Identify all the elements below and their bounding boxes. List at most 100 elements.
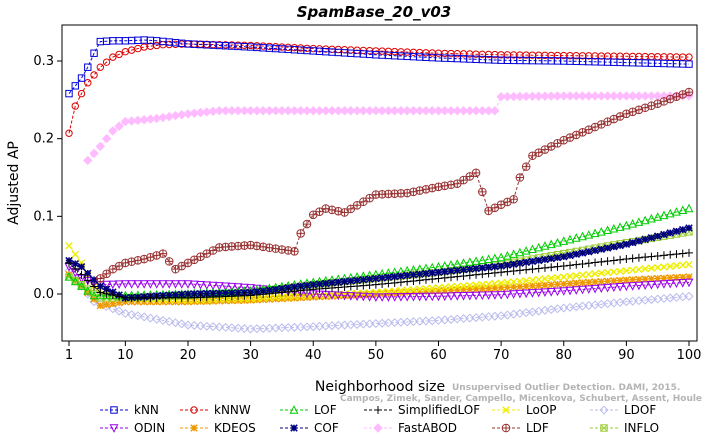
point-ldof	[189, 320, 199, 330]
point-odin	[427, 292, 437, 302]
point-kdeos	[572, 279, 580, 287]
point-fastabod	[108, 126, 118, 136]
point-lof	[540, 241, 550, 250]
point-simplifiedlof	[83, 276, 92, 285]
point-kdeos	[284, 294, 292, 303]
legend-item-knn: kNN	[100, 403, 159, 417]
point-simplifiedlof	[647, 252, 656, 261]
point-simplifiedlof	[634, 253, 643, 262]
point-cof	[84, 269, 92, 278]
point-knnw	[102, 58, 111, 66]
point-fastabod	[277, 105, 287, 116]
point-loop	[591, 270, 599, 278]
y-tick-label: 0.1	[33, 209, 54, 224]
legend-label-loop: LoOP	[526, 403, 557, 417]
point-kdeos	[578, 279, 587, 287]
point-kdeos	[591, 278, 599, 286]
point-kdeos	[553, 280, 562, 288]
point-cof	[102, 285, 111, 293]
point-fastabod	[245, 105, 256, 116]
legend-item-lof: LOF	[280, 403, 337, 417]
point-simplifiedlof	[77, 270, 86, 279]
point-kdeos	[328, 292, 336, 300]
point-fastabod	[214, 105, 225, 116]
point-simplifiedlof	[678, 249, 687, 258]
point-ldof	[327, 321, 337, 331]
point-odin	[189, 280, 199, 290]
point-lof	[484, 254, 494, 264]
point-cof	[528, 257, 537, 266]
point-cof	[328, 279, 336, 287]
point-odin	[158, 280, 168, 289]
legend-item-inflo: INFLO	[590, 421, 659, 434]
point-cof	[453, 266, 462, 275]
point-odin	[114, 280, 124, 289]
point-simplifiedlof	[666, 250, 675, 259]
point-odin	[396, 293, 406, 302]
citation-line-1: Campos, Zimek, Sander, Campello, Micenko…	[340, 394, 702, 404]
point-lof	[83, 286, 93, 295]
point-odin	[183, 280, 193, 289]
point-odin	[221, 282, 230, 292]
point-cof	[409, 270, 418, 279]
point-cof	[322, 279, 330, 288]
point-odin	[120, 280, 130, 289]
point-fastabod	[352, 105, 362, 116]
point-lof	[534, 242, 544, 252]
point-ldf	[678, 90, 688, 99]
point-ldof	[108, 304, 118, 314]
legend-marker-simplifiedlof	[374, 406, 382, 414]
point-odin	[553, 287, 562, 297]
point-ldf	[96, 274, 105, 283]
legend-label-knnw: kNNW	[214, 403, 251, 417]
point-fastabod	[383, 105, 394, 116]
point-kdeos	[610, 277, 618, 285]
point-ldof	[408, 317, 418, 327]
point-lof	[89, 290, 99, 300]
point-loop	[516, 277, 524, 285]
point-kdeos	[666, 274, 674, 282]
point-kdeos	[616, 276, 624, 285]
point-fastabod	[446, 105, 456, 116]
point-cof	[628, 238, 637, 247]
point-cof	[309, 280, 318, 289]
point-loop	[616, 267, 624, 276]
y-axis-label: Adjusted AP	[6, 141, 22, 225]
point-ldof	[333, 320, 343, 330]
point-fastabod	[590, 91, 600, 101]
point-kdeos	[516, 282, 524, 291]
point-odin	[521, 289, 531, 299]
point-loop	[653, 263, 662, 272]
point-loop	[553, 273, 562, 282]
point-simplifiedlof	[534, 264, 543, 273]
point-simplifiedlof	[478, 270, 487, 279]
point-simplifiedlof	[522, 265, 531, 274]
point-ldf	[340, 208, 349, 217]
point-simplifiedlof	[653, 251, 662, 260]
point-ldof	[427, 316, 437, 326]
point-ldf	[659, 97, 669, 106]
point-cof	[353, 276, 361, 285]
point-odin	[227, 282, 237, 292]
point-fastabod	[396, 105, 406, 116]
point-simplifiedlof	[515, 266, 524, 275]
series-line-inflo	[68, 231, 690, 299]
point-loop	[666, 262, 674, 271]
y-tick-label: 0.0	[33, 287, 54, 302]
point-simplifiedlof	[453, 272, 462, 281]
point-lof	[496, 252, 506, 262]
point-odin	[177, 280, 187, 289]
point-lof	[477, 255, 487, 264]
point-simplifiedlof	[616, 255, 625, 264]
legend-label-inflo: INFLO	[624, 421, 659, 434]
point-lof	[659, 210, 669, 220]
point-odin	[640, 281, 650, 290]
point-lof	[609, 223, 619, 233]
point-ldf	[459, 175, 468, 185]
point-loop	[441, 283, 449, 292]
point-simplifiedlof	[609, 256, 618, 265]
point-lof	[77, 281, 86, 290]
series-ldf	[96, 87, 694, 283]
point-odin	[171, 280, 180, 289]
point-simplifiedlof	[553, 262, 562, 271]
